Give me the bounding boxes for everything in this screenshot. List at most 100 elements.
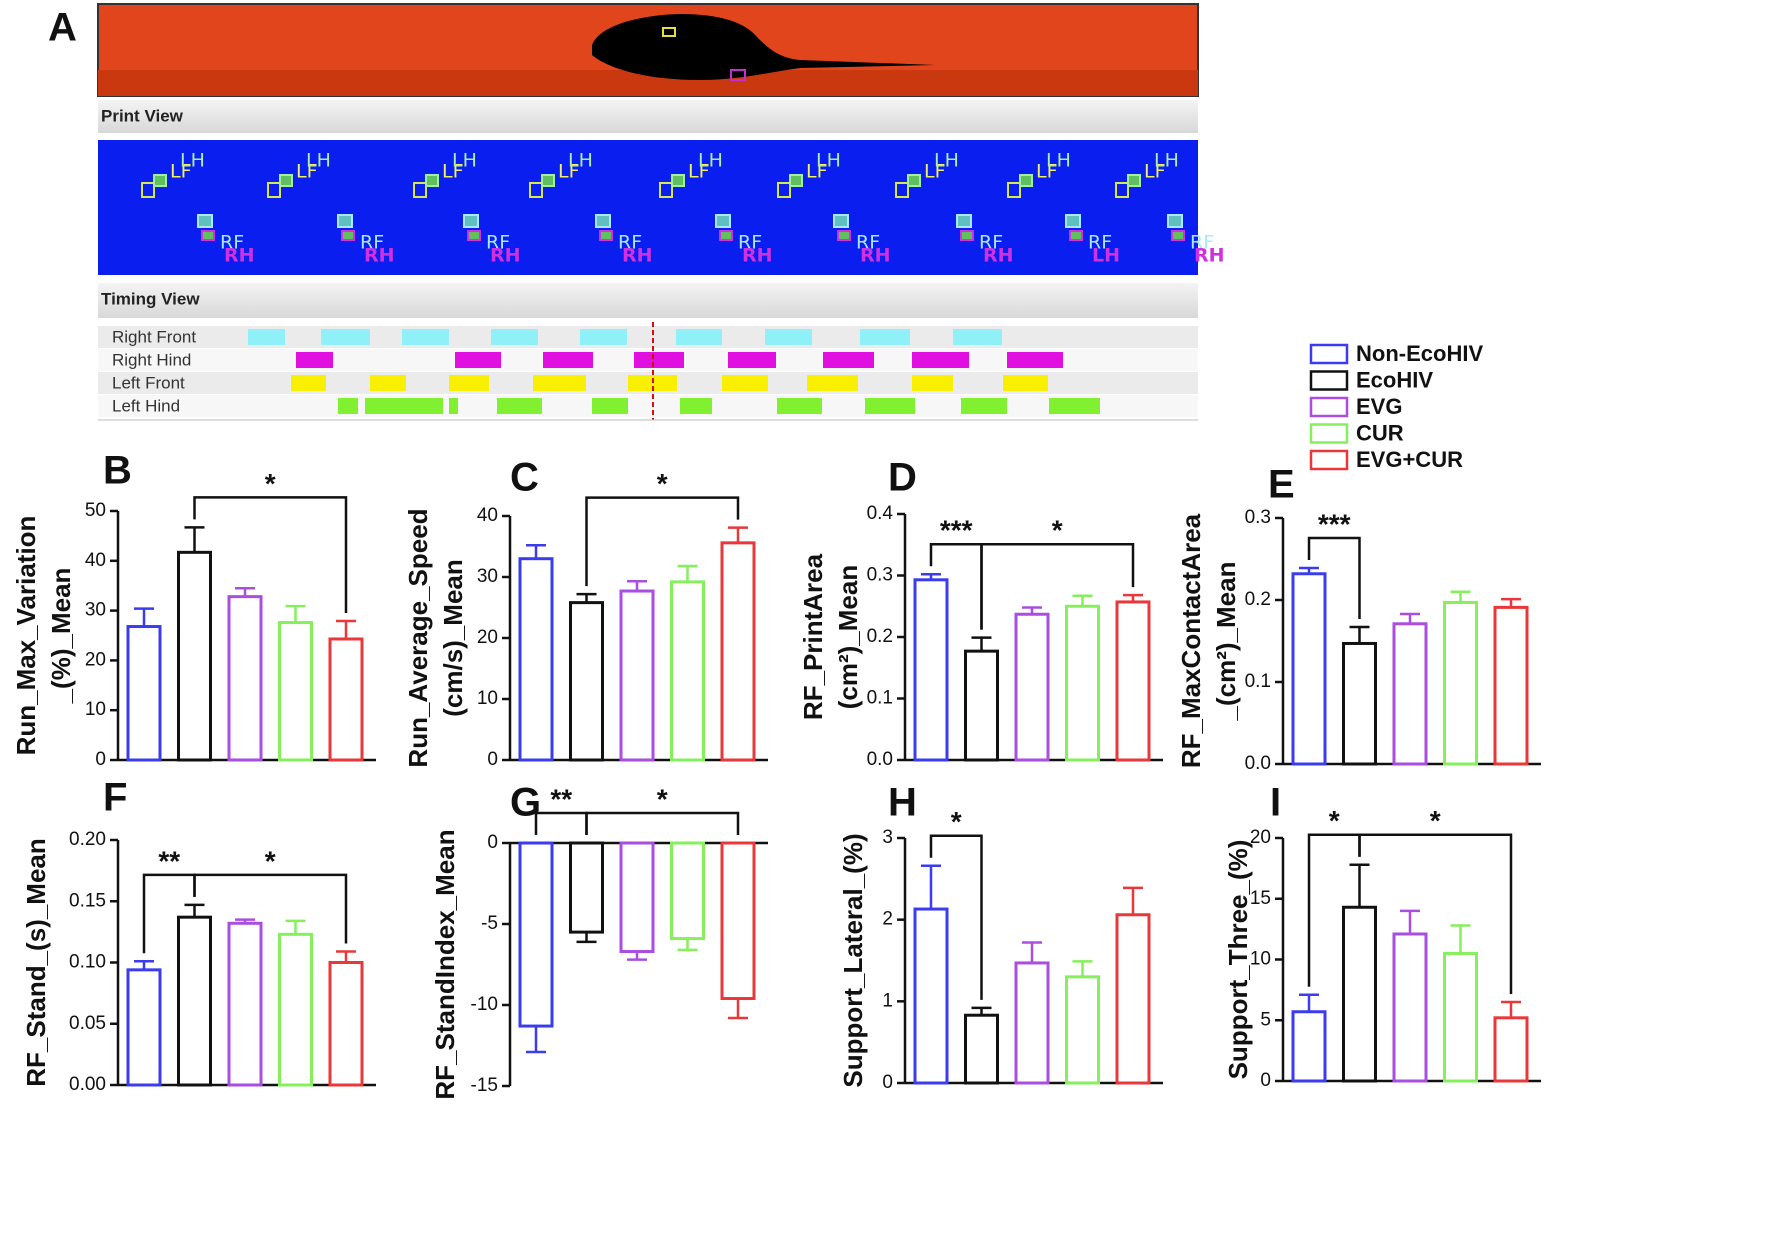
significance-bracket (534, 811, 588, 835)
paw-label: RF (738, 232, 762, 254)
bar (619, 841, 655, 954)
print-box (789, 174, 803, 187)
stance-bar (680, 398, 712, 414)
stance-bar (1003, 375, 1048, 391)
bar-chart: DRF_PrintArea (cm²)_Mean0.00.10.20.30.4**… (798, 456, 1163, 770)
stance-bar (402, 329, 449, 345)
paw-label: LF (1144, 161, 1166, 183)
paw-label: LF (1036, 161, 1058, 183)
bar (1443, 951, 1478, 1083)
stance-bar (592, 398, 628, 414)
bar (1065, 975, 1100, 1085)
error-bar (336, 619, 356, 639)
stance-bar (248, 329, 285, 345)
y-tick-label: 0.3 (1245, 507, 1271, 528)
stance-bar (370, 375, 406, 391)
paw-label: LH (306, 150, 331, 172)
error-bar (1400, 909, 1420, 934)
error-bar (1450, 924, 1471, 954)
significance-label: *** (940, 515, 973, 546)
y-tick-label: 0.1 (1245, 671, 1271, 692)
stance-bar (860, 329, 910, 345)
error-bar (677, 938, 698, 952)
bar (1014, 961, 1050, 1085)
significance-bracket (193, 873, 348, 944)
print-labels: LFLHRFRHLFLHRFRHLFLHRFRHLFLHRFRHLFLHRFRH… (141, 150, 1225, 267)
print-box (529, 182, 543, 198)
row-label: Right Hind (112, 350, 191, 369)
bar (1291, 1010, 1327, 1083)
stance-bar (807, 375, 858, 391)
timing-row (98, 395, 1198, 417)
panel-label: D (888, 456, 917, 500)
legend-swatch (1309, 396, 1349, 418)
bar (1392, 932, 1428, 1083)
bar (328, 961, 364, 1087)
legend-swatch (1309, 423, 1349, 444)
significance-label: * (657, 468, 668, 499)
panel-label: H (888, 781, 917, 825)
bar (913, 907, 949, 1085)
stance-bar (1049, 398, 1100, 414)
print-box (777, 182, 791, 198)
print-box (341, 230, 355, 241)
bar (278, 932, 313, 1087)
stance-bar (961, 398, 1007, 414)
bar-chart: I Support_Three_(%) 0 5 10 15 20 * * (1223, 781, 1541, 1091)
y-tick-label: 50 (85, 500, 106, 521)
error-bar (1072, 960, 1093, 977)
bar (278, 621, 313, 762)
print-box (719, 230, 733, 241)
y-tick-label: 0.0 (867, 749, 893, 770)
paw-label: LF (924, 161, 946, 183)
stance-bar (912, 375, 953, 391)
paw-label: RH (742, 245, 773, 267)
bar (1115, 913, 1151, 1085)
panel-label: I (1270, 781, 1281, 825)
error-bar (1123, 886, 1143, 915)
print-box (833, 214, 849, 228)
paw-label: LH (698, 150, 723, 172)
stance-bar (765, 329, 812, 345)
print-box (1069, 230, 1083, 241)
bar (1014, 612, 1050, 762)
panel-label: F (103, 776, 127, 820)
stance-bar (543, 352, 593, 368)
y-tick-label: 0 (1260, 1070, 1271, 1091)
y-tick-label: 30 (477, 566, 498, 587)
stance-bar (449, 398, 458, 414)
print-box (1167, 214, 1183, 228)
stance-bar (777, 398, 822, 414)
print-view (98, 140, 1198, 275)
y-tick-label: 0.10 (69, 952, 106, 973)
paw-label: LF (558, 161, 580, 183)
print-box (141, 182, 155, 198)
y-tick-label: 0.2 (1245, 589, 1271, 610)
print-box (197, 214, 213, 228)
significance-label: ** (158, 845, 180, 876)
bar (328, 637, 364, 762)
y-tick-label: 5 (1260, 1009, 1271, 1030)
y-tick-label: 40 (85, 550, 106, 571)
significance-label: * (1052, 515, 1063, 546)
y-tick-label: 0.3 (867, 565, 893, 586)
print-box (1007, 182, 1021, 198)
error-bar (285, 919, 306, 935)
significance-bracket (1307, 536, 1361, 620)
significance-bracket (1358, 833, 1513, 995)
print-box (960, 230, 974, 241)
error-bar (627, 580, 647, 592)
paw-box (662, 27, 676, 37)
paw-label: LF (170, 161, 192, 183)
paw-label: LH (1046, 150, 1071, 172)
bar (1291, 572, 1327, 766)
y-axis-label: RF_Stand_(s)_Mean (21, 838, 51, 1087)
y-tick-label: 0.2 (867, 626, 893, 647)
section-header (98, 100, 1198, 133)
y-tick-label: 0.15 (69, 890, 106, 911)
y-tick-label: 0.20 (69, 829, 106, 850)
stance-bar (580, 329, 627, 345)
paw-box (730, 69, 746, 81)
y-axis-label: (cm/s)_Mean (438, 559, 468, 717)
error-bar (1501, 1000, 1521, 1018)
